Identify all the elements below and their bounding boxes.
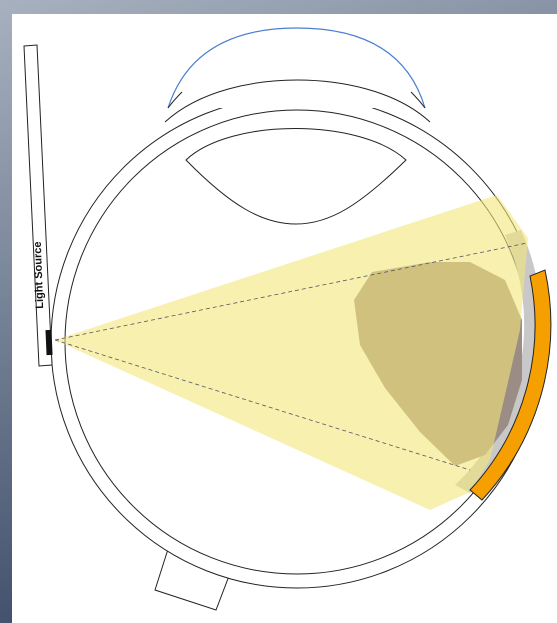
lens — [185, 128, 407, 225]
light-cone — [55, 195, 528, 510]
ray — [54, 242, 528, 341]
retina-band — [455, 230, 542, 493]
light-source-bar — [23, 44, 53, 367]
ray — [54, 339, 471, 471]
emitter — [45, 329, 53, 356]
light-source-label: Light Source — [32, 241, 46, 309]
iris-line — [164, 79, 431, 123]
cornea-edge — [167, 91, 426, 109]
detector — [469, 269, 552, 501]
